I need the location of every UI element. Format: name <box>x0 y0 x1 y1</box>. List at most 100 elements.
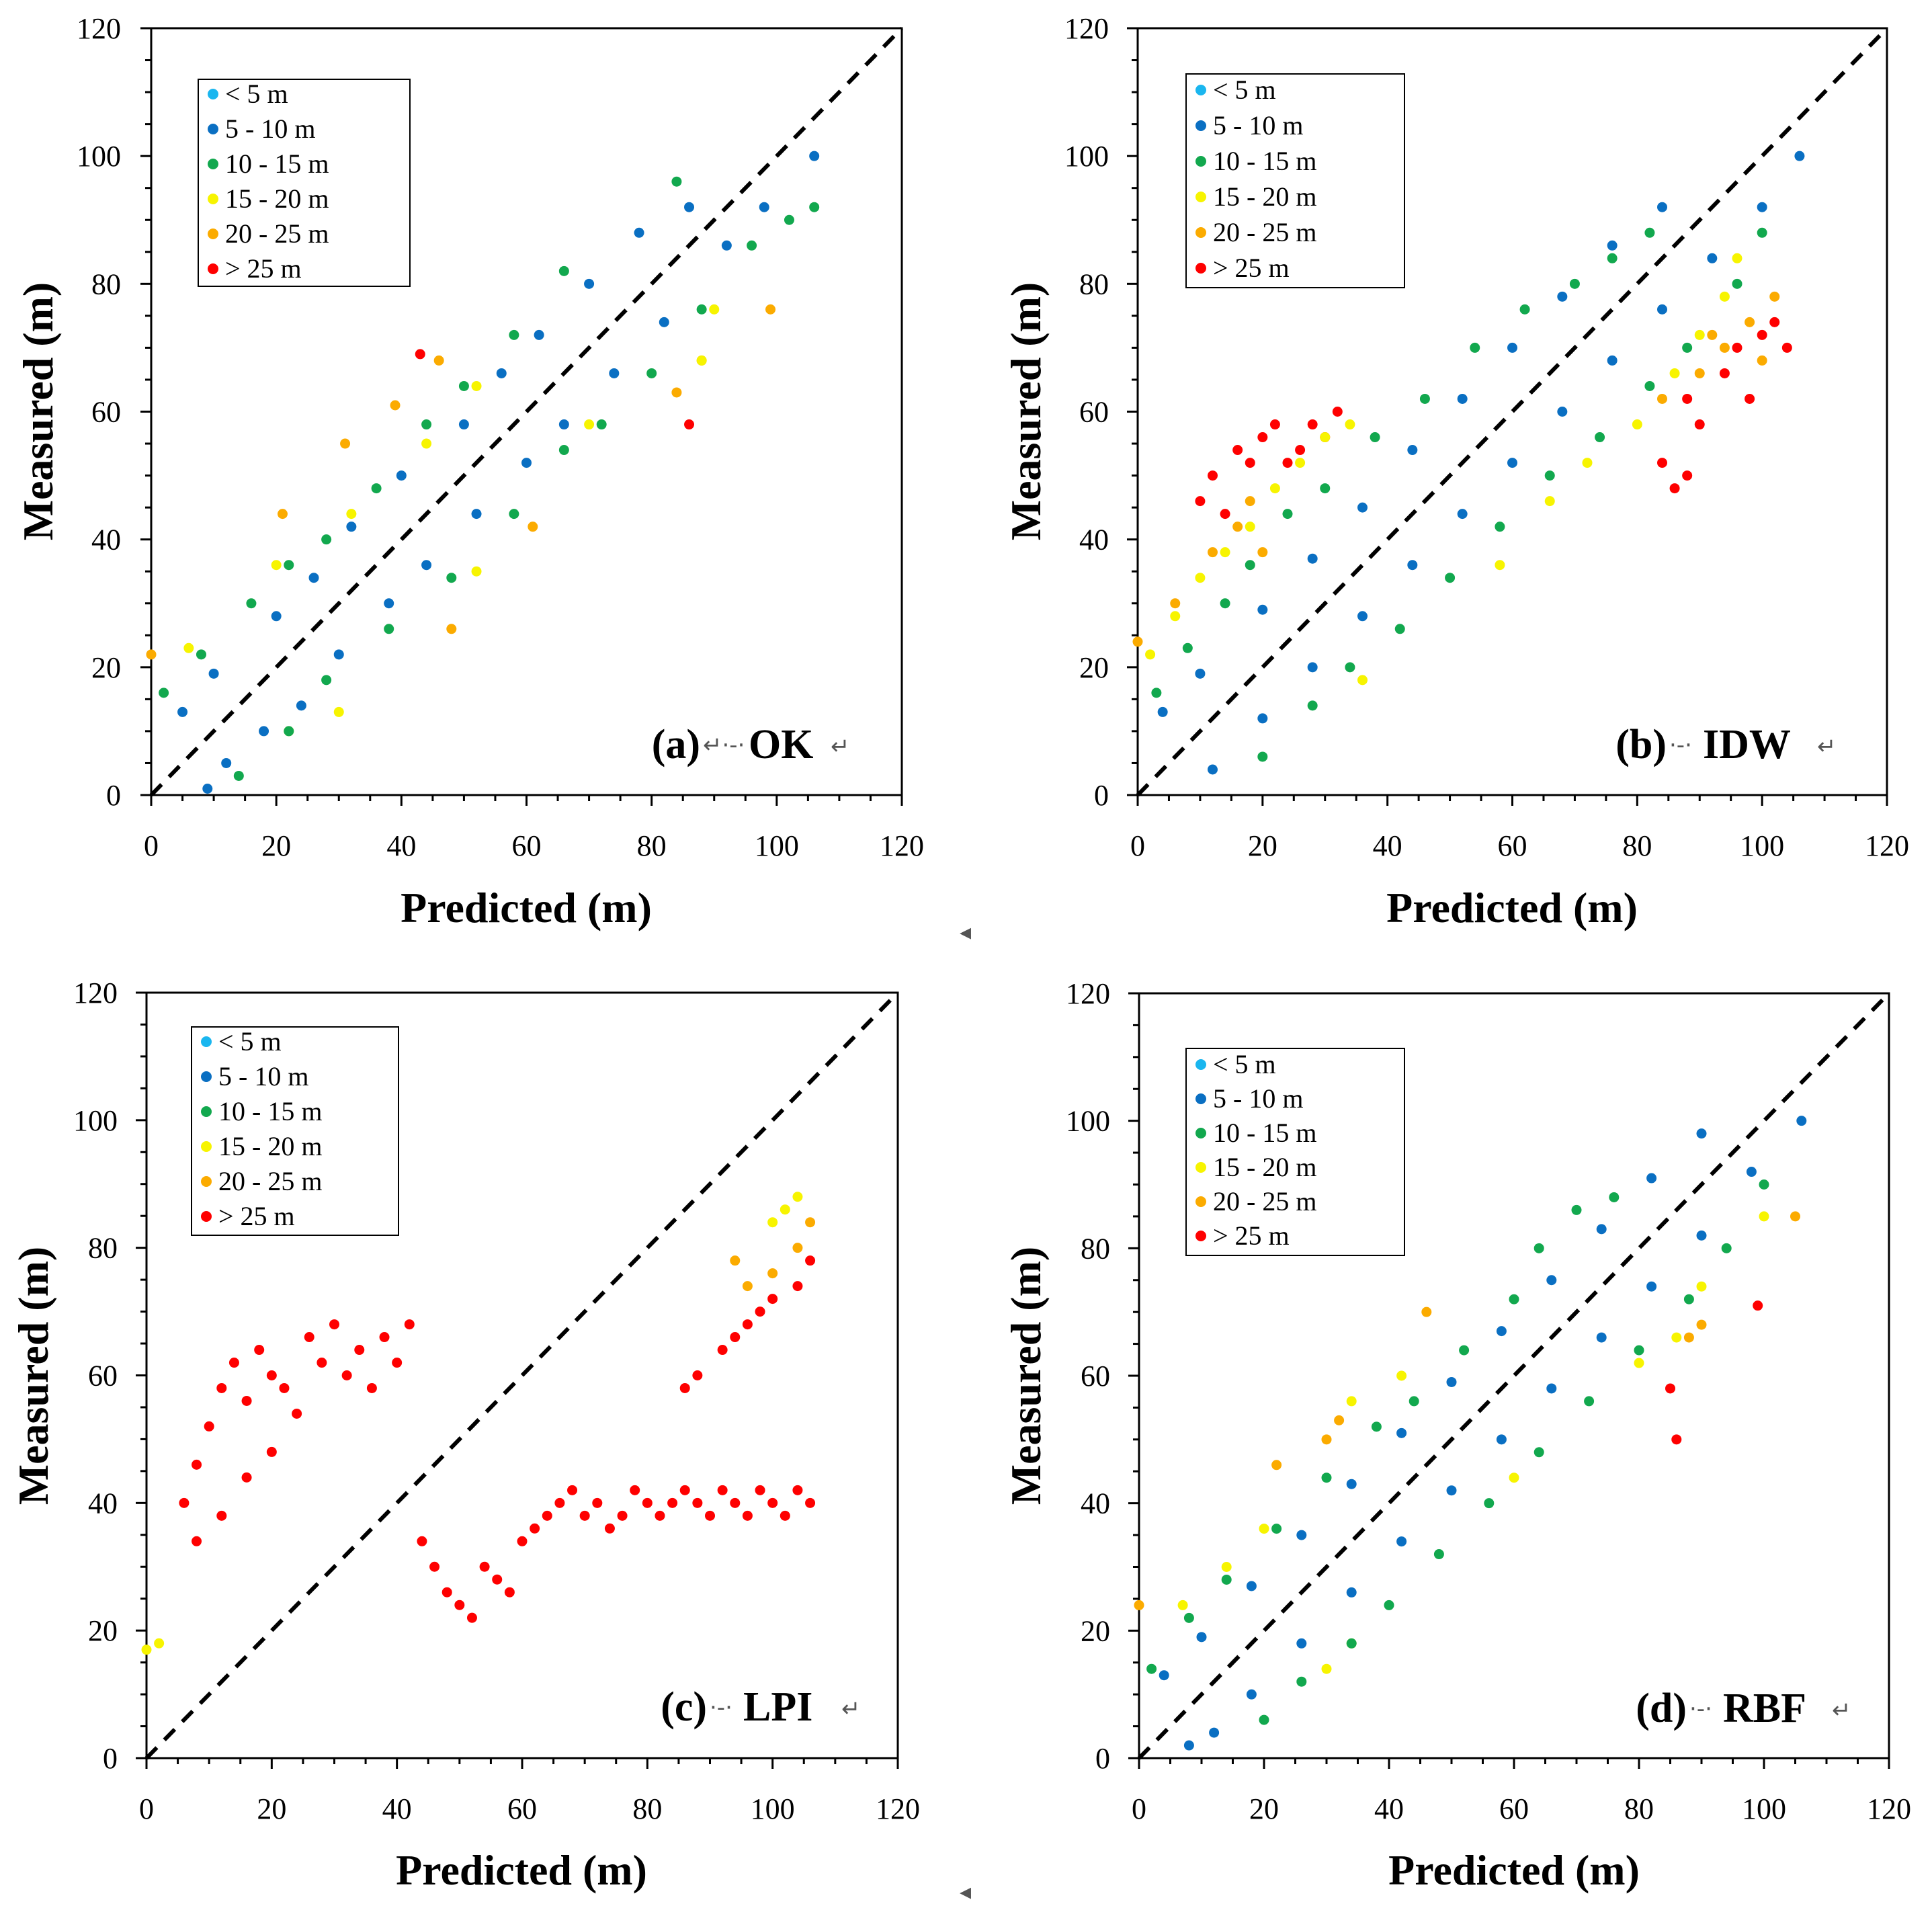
scatter-point-class-2 <box>1495 522 1505 532</box>
legend-entry: 20 - 25 m <box>1195 1186 1316 1216</box>
scatter-point-class-2 <box>784 214 794 225</box>
scatter-point-class-1 <box>659 317 669 327</box>
y-tick-label: 60 <box>1081 1360 1110 1393</box>
legend-label: 20 - 25 m <box>1213 1186 1316 1216</box>
scatter-point-class-4 <box>1421 1306 1432 1317</box>
scatter-point-class-1 <box>1507 342 1517 353</box>
legend-swatch <box>208 194 218 204</box>
scatter-point-class-5 <box>266 1370 277 1380</box>
scatter-point-class-5 <box>192 1459 202 1470</box>
x-tick-label: 100 <box>751 1792 795 1825</box>
points-layer <box>1132 151 1805 775</box>
scatter-point-class-1 <box>721 240 732 251</box>
x-axis-title: Predicted (m) <box>1386 884 1638 931</box>
scatter-point-class-5 <box>241 1472 252 1483</box>
y-axis-title: Measured (m) <box>1002 1247 1050 1505</box>
scatter-point-class-1 <box>1746 1167 1757 1177</box>
legend-entry: > 25 m <box>1195 1220 1290 1251</box>
scatter-point-class-1 <box>1607 355 1618 366</box>
legend-label: 5 - 10 m <box>218 1061 308 1091</box>
legend-swatch <box>1195 1231 1206 1241</box>
scatter-point-class-5 <box>780 1510 790 1521</box>
scatter-point-class-2 <box>1146 1663 1157 1674</box>
scatter-point-class-5 <box>655 1510 665 1521</box>
x-tick-labels: 0 20 40 60 80 100 120 <box>139 1792 920 1825</box>
paragraph-mark-icon: ↵ <box>1817 733 1837 760</box>
x-tick-label: 40 <box>1374 1792 1404 1825</box>
scatter-point-class-5 <box>755 1485 765 1495</box>
scatter-point-class-2 <box>646 368 657 378</box>
scatter-point-class-5 <box>542 1510 552 1521</box>
y-tick-label: 100 <box>77 140 121 173</box>
scatter-point-class-2 <box>1182 642 1193 653</box>
scatter-point-class-3 <box>471 380 482 391</box>
legend-entry: < 5 m <box>208 79 288 109</box>
editor-marks-glyph: ↵·-· <box>703 732 745 759</box>
scatter-point-class-2 <box>1609 1192 1620 1202</box>
scatter-point-class-1 <box>1596 1224 1607 1235</box>
scatter-point-class-2 <box>1757 227 1767 238</box>
legend-entry: 10 - 15 m <box>1195 1118 1316 1148</box>
legend-entry: > 25 m <box>208 253 302 284</box>
scatter-point-class-5 <box>1682 470 1693 481</box>
scatter-point-class-2 <box>1470 342 1480 353</box>
scatter-point-class-1 <box>1208 764 1218 775</box>
scatter-point-class-3 <box>1170 611 1181 622</box>
scatter-point-class-3 <box>1345 419 1355 430</box>
scatter-point-class-5 <box>1332 407 1343 417</box>
scatter-point-class-1 <box>259 726 269 737</box>
scatter-point-class-1 <box>1696 1128 1707 1139</box>
legend-box <box>198 79 411 287</box>
scatter-point-class-5 <box>1208 470 1218 481</box>
legend-label: 5 - 10 m <box>1213 1083 1303 1114</box>
panel-letter: (c) <box>661 1684 707 1730</box>
scatter-point-class-2 <box>1634 1345 1644 1356</box>
y-tick-label: 0 <box>1094 779 1109 812</box>
scatter-point-class-4 <box>433 355 444 366</box>
scatter-point-class-1 <box>471 509 482 520</box>
scatter-point-class-1 <box>1159 1670 1169 1681</box>
scatter-point-class-3 <box>421 438 432 449</box>
y-tick-label: 120 <box>73 977 118 1009</box>
panel-method: OK <box>749 722 813 768</box>
scatter-point-class-4 <box>671 387 682 398</box>
scatter-point-class-1 <box>1646 1173 1657 1184</box>
scatter-point-class-2 <box>558 445 569 456</box>
y-tick-label: 0 <box>103 1742 118 1775</box>
scatter-point-class-1 <box>1596 1332 1607 1343</box>
legend-swatch <box>1195 120 1206 131</box>
y-tick-label: 100 <box>73 1104 118 1137</box>
scatter-point-class-5 <box>1671 1434 1682 1445</box>
scatter-point-class-3 <box>346 509 357 520</box>
scatter-point-class-5 <box>1232 445 1243 456</box>
scatter-point-class-1 <box>1607 240 1618 251</box>
scatter-point-class-5 <box>1753 1300 1763 1311</box>
scatter-point-class-4 <box>792 1243 803 1253</box>
scatter-point-class-3 <box>1269 483 1280 494</box>
x-tick-label: 80 <box>632 1792 662 1825</box>
scatter-point-class-5 <box>1757 329 1767 340</box>
legend-entry: 10 - 15 m <box>208 149 329 179</box>
scatter-point-class-2 <box>1245 560 1255 571</box>
legend-swatch <box>201 1211 212 1222</box>
scatter-point-class-2 <box>246 598 257 609</box>
scatter-point-class-1 <box>1346 1587 1357 1598</box>
scatter-point-class-3 <box>1346 1396 1357 1407</box>
scatter-point-class-2 <box>1732 278 1742 289</box>
scatter-point-class-5 <box>767 1294 778 1304</box>
y-tick-label: 100 <box>1064 140 1109 173</box>
scatter-point-class-5 <box>1669 483 1680 494</box>
y-tick-label: 20 <box>91 651 121 684</box>
scatter-point-class-2 <box>1544 470 1555 481</box>
legend-entry: 15 - 20 m <box>1195 181 1316 212</box>
legend-entry: 10 - 15 m <box>201 1096 322 1126</box>
scatter-point-class-3 <box>1732 253 1742 263</box>
scatter-point-class-5 <box>730 1332 741 1343</box>
scatter-point-class-4 <box>1208 547 1218 558</box>
scatter-point-class-3 <box>1396 1370 1407 1381</box>
legend-entry: 20 - 25 m <box>1195 217 1316 247</box>
scatter-point-class-2 <box>196 649 206 660</box>
scatter-point-class-3 <box>780 1204 790 1215</box>
x-tick-label: 80 <box>1622 829 1652 862</box>
scatter-point-class-1 <box>458 419 469 430</box>
